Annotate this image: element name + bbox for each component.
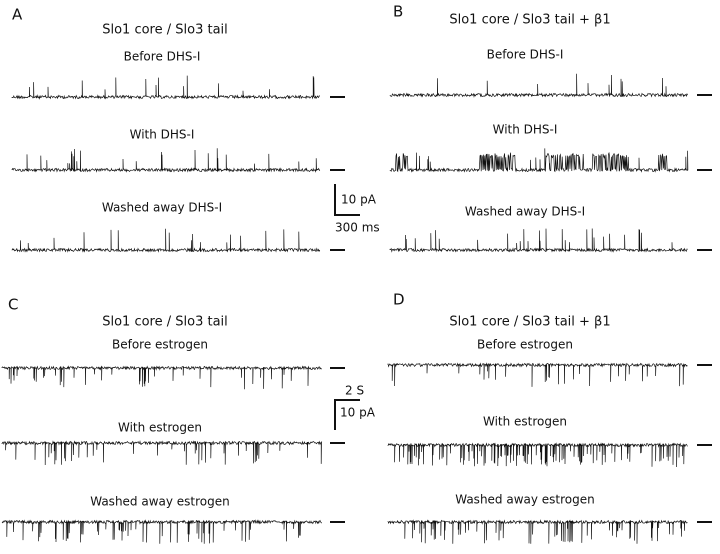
trace-label: Washed away estrogen	[455, 493, 595, 507]
trace-label: With estrogen	[118, 421, 202, 435]
trace-label: Before estrogen	[112, 338, 208, 352]
current-trace	[1, 365, 322, 390]
current-trace	[389, 73, 688, 98]
trace-label: Washed away DHS-I	[102, 201, 222, 215]
panel-letter: C	[8, 296, 18, 314]
scale-label: 10 pA	[340, 406, 376, 420]
current-trace	[387, 442, 688, 468]
scale-label: 300 ms	[335, 221, 380, 235]
trace-label: Before estrogen	[477, 338, 573, 352]
scale-label: 10 pA	[341, 193, 377, 207]
current-trace	[11, 228, 321, 253]
trace-label: With estrogen	[483, 415, 567, 429]
trace-label: Before DHS-I	[124, 50, 201, 64]
current-trace	[389, 228, 688, 253]
current-trace	[11, 148, 321, 173]
scale-bar	[334, 184, 360, 216]
panel-letter: A	[12, 6, 23, 24]
panel-title: Slo1 core / Slo3 tail	[102, 23, 228, 38]
panel-title: Slo1 core / Slo3 tail + β1	[449, 315, 610, 330]
scale-label: 2 S	[345, 384, 364, 398]
current-trace	[389, 148, 689, 173]
scale-bar	[334, 399, 360, 430]
trace-label: Washed away estrogen	[90, 495, 230, 509]
trace-label: Washed away DHS-I	[465, 205, 585, 219]
panel-title: Slo1 core / Slo3 tail	[102, 315, 228, 330]
panel-letter: D	[393, 291, 405, 309]
current-trace	[387, 519, 688, 544]
trace-label: With DHS-I	[130, 128, 195, 142]
current-trace	[1, 440, 323, 466]
panel-letter: B	[393, 3, 403, 21]
current-trace	[11, 75, 320, 100]
panel-title: Slo1 core / Slo3 tail + β1	[449, 13, 610, 28]
current-trace	[387, 362, 688, 387]
current-trace	[1, 519, 323, 544]
trace-label: Before DHS-I	[487, 48, 564, 62]
trace-label: With DHS-I	[493, 123, 558, 137]
